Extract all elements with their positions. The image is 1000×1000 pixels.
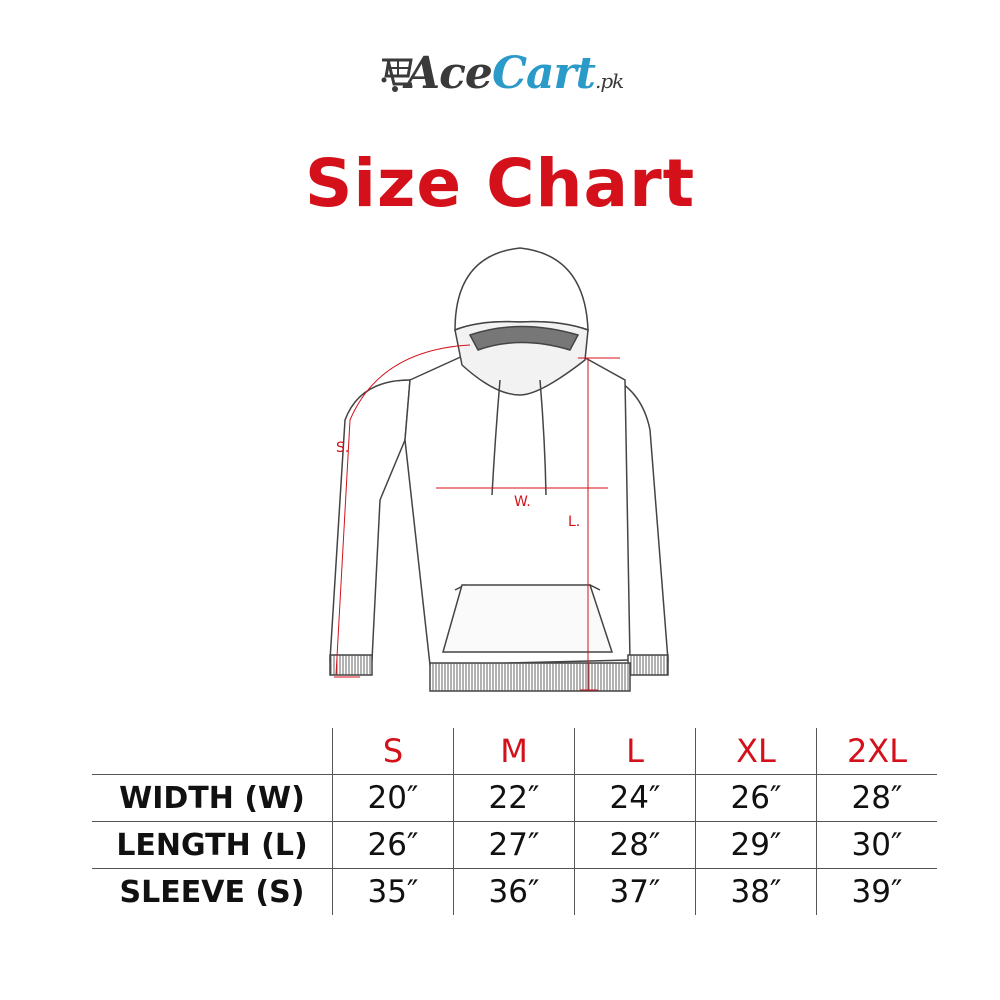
cell: 27″ — [453, 821, 575, 869]
table-row-sleeve: SLEEVE (S) 35″ 36″ 37″ 38″ 39″ — [92, 868, 937, 915]
page-title: Size Chart — [304, 145, 696, 222]
acecart-logo: AceCart.pk — [380, 48, 650, 118]
size-table: S M L XL 2XL WIDTH (W) 20″ 22″ 24″ 26″ 2… — [92, 728, 937, 915]
cell: 24″ — [574, 774, 696, 822]
width-label: W. — [514, 494, 531, 510]
logo-text-pk: .pk — [594, 69, 624, 93]
left-sleeve — [329, 379, 411, 661]
cell: 30″ — [816, 821, 937, 869]
cell: 22″ — [453, 774, 575, 822]
cell: 37″ — [574, 868, 696, 915]
hoodie-diagram: S. W. L. — [329, 247, 669, 692]
shopping-cart-icon — [381, 58, 413, 92]
cell: 36″ — [453, 868, 575, 915]
cell: 38″ — [695, 868, 817, 915]
size-header: L — [574, 728, 696, 775]
size-header-row: S M L XL 2XL — [92, 728, 937, 775]
cell: 39″ — [816, 868, 937, 915]
logo-text-cart: Cart — [491, 48, 596, 99]
cell: 26″ — [332, 821, 454, 869]
size-header: XL — [695, 728, 817, 775]
row-label: WIDTH (W) — [92, 774, 333, 822]
sleeve-measure-line — [335, 344, 471, 676]
size-header: M — [453, 728, 575, 775]
size-header: S — [332, 728, 454, 775]
row-label: LENGTH (L) — [92, 821, 333, 869]
table-row-length: LENGTH (L) 26″ 27″ 28″ 29″ 30″ — [92, 821, 937, 869]
cell: 28″ — [816, 774, 937, 822]
sleeve-label: S. — [336, 440, 349, 456]
cell: 35″ — [332, 868, 454, 915]
cell: 28″ — [574, 821, 696, 869]
hood — [454, 247, 589, 332]
table-row-width: WIDTH (W) 20″ 22″ 24″ 26″ 28″ — [92, 774, 937, 822]
cell: 20″ — [332, 774, 454, 822]
row-label: SLEEVE (S) — [92, 868, 333, 915]
cell: 26″ — [695, 774, 817, 822]
cell: 29″ — [695, 821, 817, 869]
logo-text-ace: Ace — [406, 48, 493, 99]
length-label: L. — [568, 514, 580, 530]
size-header: 2XL — [816, 728, 937, 775]
header-blank — [92, 728, 333, 775]
